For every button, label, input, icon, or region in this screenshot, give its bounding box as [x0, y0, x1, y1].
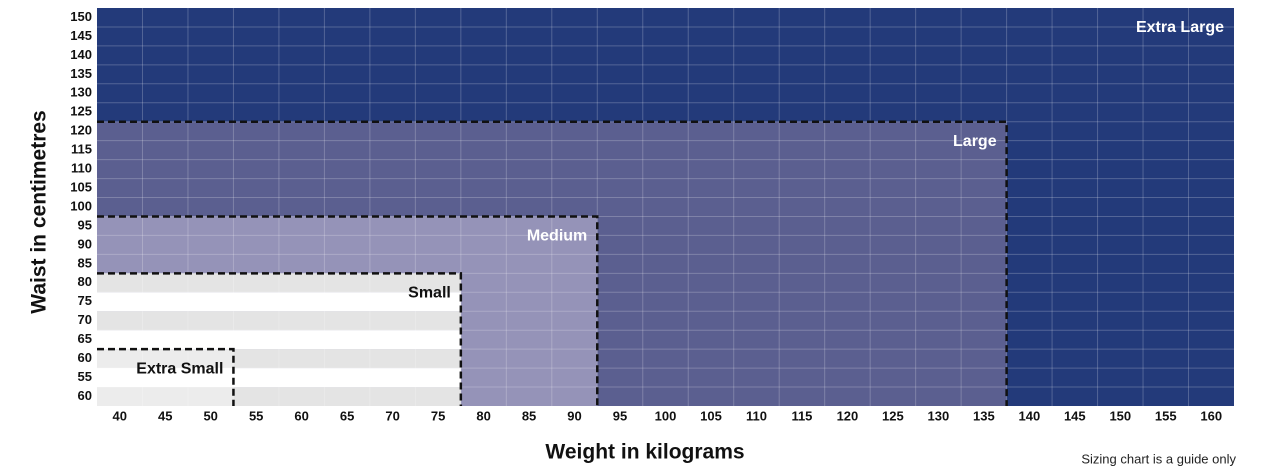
x-tick-label: 70: [385, 408, 399, 423]
y-tick-label: 80: [78, 274, 92, 289]
x-tick-label: 75: [431, 408, 445, 423]
x-tick-label: 125: [882, 408, 904, 423]
y-tick-label: 95: [78, 217, 92, 232]
x-tick-label: 50: [203, 408, 217, 423]
x-tick-label: 90: [567, 408, 581, 423]
region-label: Small: [408, 285, 451, 302]
size-region-row: [97, 349, 234, 369]
size-region-row: [97, 387, 234, 406]
y-tick-label: 60: [78, 388, 92, 403]
x-tick-label: 110: [746, 408, 767, 423]
x-tick-label: 115: [791, 408, 812, 423]
x-tick-label: 85: [522, 408, 536, 423]
region-label: Extra Small: [136, 360, 223, 377]
y-tick-label: 130: [70, 85, 92, 100]
x-tick-label: 65: [340, 408, 354, 423]
y-tick-label: 145: [70, 28, 92, 43]
y-tick-label: 125: [70, 104, 92, 119]
x-tick-label: 40: [113, 408, 127, 423]
size-region-row: [97, 273, 461, 293]
x-tick-label: 135: [973, 408, 995, 423]
y-tick-label: 70: [78, 312, 92, 327]
y-tick-label: 110: [71, 161, 92, 176]
y-axis-title: Waist in centimetres: [28, 110, 51, 313]
y-tick-label: 65: [78, 331, 92, 346]
regions: [97, 8, 1234, 406]
y-tick-label: 135: [70, 66, 92, 81]
region-label: Large: [953, 133, 997, 150]
x-axis-title: Weight in kilograms: [545, 441, 744, 464]
y-tick-label: 150: [70, 9, 92, 24]
y-tick-label: 55: [78, 369, 92, 384]
region-label: Extra Large: [1136, 19, 1224, 36]
x-tick-label: 95: [613, 408, 627, 423]
size-region-row: [97, 311, 461, 331]
x-tick-label: 80: [476, 408, 490, 423]
labels: Extra Large Large Medium Small Extra Small 15…: [70, 9, 1224, 424]
x-tick-label: 100: [655, 408, 677, 423]
size-region-row: [97, 330, 461, 350]
x-tick-label: 45: [158, 408, 172, 423]
x-tick-label: 155: [1155, 408, 1177, 423]
x-tick-label: 145: [1064, 408, 1086, 423]
y-tick-label: 120: [70, 123, 92, 138]
region-label: Medium: [527, 228, 587, 245]
grid: [97, 8, 1234, 406]
y-tick-label: 105: [70, 179, 92, 194]
y-tick-label: 140: [70, 47, 92, 62]
size-region-row: [97, 368, 234, 388]
region-border: [97, 272, 463, 406]
x-tick-label: 55: [249, 408, 263, 423]
footnote: Sizing chart is a guide only: [1081, 451, 1236, 466]
region-border: [97, 347, 235, 406]
y-tick-label: 100: [70, 198, 92, 213]
x-tick-label: 60: [294, 408, 308, 423]
borders: [97, 120, 1008, 406]
x-tick-label: 105: [700, 408, 722, 423]
y-tick-label: 90: [78, 236, 92, 251]
region-border: [97, 215, 599, 406]
y-tick-label: 85: [78, 255, 92, 270]
x-tick-label: 130: [928, 408, 950, 423]
x-tick-label: 160: [1200, 408, 1222, 423]
x-tick-label: 120: [837, 408, 859, 423]
x-tick-label: 140: [1018, 408, 1040, 423]
y-tick-label: 115: [71, 142, 92, 157]
region-border: [97, 120, 1008, 406]
x-tick-label: 150: [1109, 408, 1131, 423]
y-tick-label: 75: [78, 293, 92, 308]
size-region-row: [97, 292, 461, 312]
y-tick-label: 60: [78, 350, 92, 365]
